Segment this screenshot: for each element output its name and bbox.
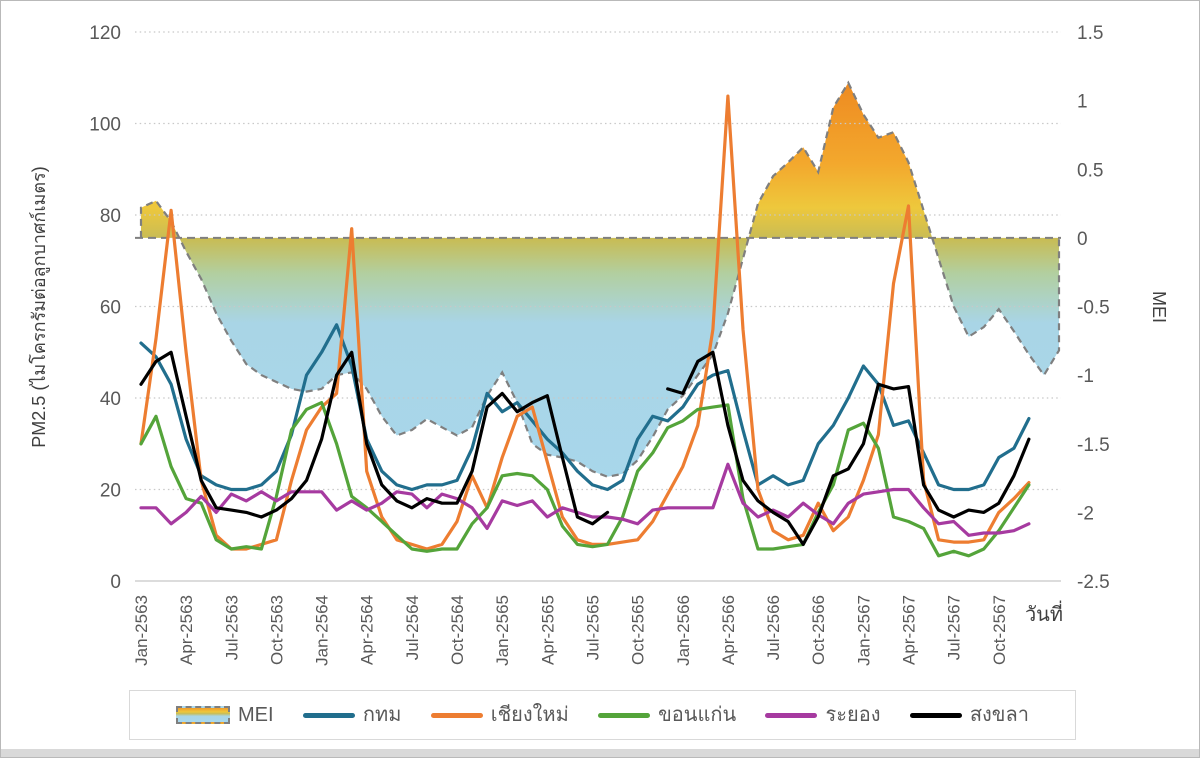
x-tick-label: Jul-2567 (945, 595, 964, 660)
y-tick-label-left: 40 (100, 389, 121, 410)
y-tick-label-left: 100 (89, 115, 121, 136)
x-tick-label: Oct-2566 (809, 595, 828, 665)
x-tick-label: Jan-2564 (313, 595, 332, 666)
legend-label-chiangmai: เชียงใหม่ (490, 704, 569, 726)
x-tick-label: Jan-2567 (854, 595, 873, 666)
chart-legend: MEI กทม เชียงใหม่ ขอนแก่น ระยอง สงขลา (129, 690, 1076, 740)
window-bottom-edge (1, 749, 1199, 757)
legend-label-mei: MEI (238, 704, 274, 726)
y-tick-label-right: -2 (1077, 503, 1094, 524)
x-tick-label: Apr-2566 (719, 595, 738, 665)
x-axis-title: วันที่ (1025, 600, 1063, 626)
mei-area-swatch (176, 706, 230, 724)
y-tick-label-left: 0 (110, 572, 121, 593)
series-line-rayong (139, 462, 1031, 537)
y-axis-title-right: MEI (1149, 291, 1169, 323)
series-line-khonkaen (139, 401, 1031, 558)
x-tick-label: Jul-2566 (764, 595, 783, 660)
mei-outline (139, 80, 1061, 478)
chiangmai-line-swatch (430, 712, 483, 718)
series-line-chiangmai (139, 94, 1031, 551)
x-tick-label: Oct-2565 (629, 595, 648, 665)
rayong-line-swatch (765, 712, 818, 718)
y-tick-label-left: 80 (100, 206, 121, 227)
y-tick-label-right: 0 (1077, 229, 1088, 250)
y-tick-label-left: 20 (100, 481, 121, 502)
y-tick-label-right: -1.5 (1077, 435, 1110, 456)
y-tick-label-right: -2.5 (1077, 572, 1110, 593)
legend-label-khonkaen: ขอนแก่น (658, 704, 737, 726)
x-tick-label: Apr-2567 (900, 595, 919, 665)
y-tick-label-right: 1.5 (1077, 23, 1103, 44)
legend-label-rayong: ระยอง (825, 704, 881, 726)
y-tick-label-left: 120 (89, 23, 121, 44)
x-tick-label: Oct-2564 (448, 595, 467, 665)
y-axis-title-left: PM2.5 (ไมโครกรัมต่อลูกบาศก์เมตร) (28, 166, 50, 447)
x-tick-label: Oct-2567 (990, 595, 1009, 665)
legend-item-khonkaen: ขอนแก่น (598, 705, 736, 725)
legend-label-songkhla: สงขลา (969, 704, 1029, 726)
y-tick-label-right: -0.5 (1077, 298, 1110, 319)
legend-label-bangkok: กทม (362, 704, 402, 726)
y-tick-label-left: 60 (100, 298, 121, 319)
y-tick-label-right: 1 (1077, 92, 1088, 113)
y-tick-label-right: -1 (1077, 366, 1094, 387)
x-tick-label: Jan-2563 (132, 595, 151, 666)
khonkaen-line-swatch (598, 712, 651, 718)
legend-item-chiangmai: เชียงใหม่ (430, 704, 569, 726)
x-tick-label: Apr-2564 (358, 595, 377, 665)
x-tick-label: Jan-2565 (493, 595, 512, 666)
legend-item-bangkok: กทม (302, 704, 402, 726)
songkhla-line-swatch (909, 712, 962, 718)
x-tick-label: Jan-2566 (674, 595, 693, 666)
x-tick-label: Jul-2565 (584, 595, 603, 660)
legend-item-mei: MEI (176, 705, 274, 725)
x-tick-label: Oct-2563 (267, 595, 286, 665)
series-line-songkhla (139, 350, 1031, 546)
bangkok-line-swatch (302, 712, 355, 718)
x-tick-label: Apr-2565 (538, 595, 557, 665)
x-tick-label: Jul-2563 (222, 595, 241, 660)
legend-item-songkhla: สงขลา (909, 704, 1029, 726)
legend-item-rayong: ระยอง (765, 705, 880, 725)
x-tick-label: Apr-2563 (177, 595, 196, 665)
y-tick-label-right: 0.5 (1077, 160, 1103, 181)
x-tick-label: Jul-2564 (403, 595, 422, 660)
mei-area (141, 82, 1059, 477)
